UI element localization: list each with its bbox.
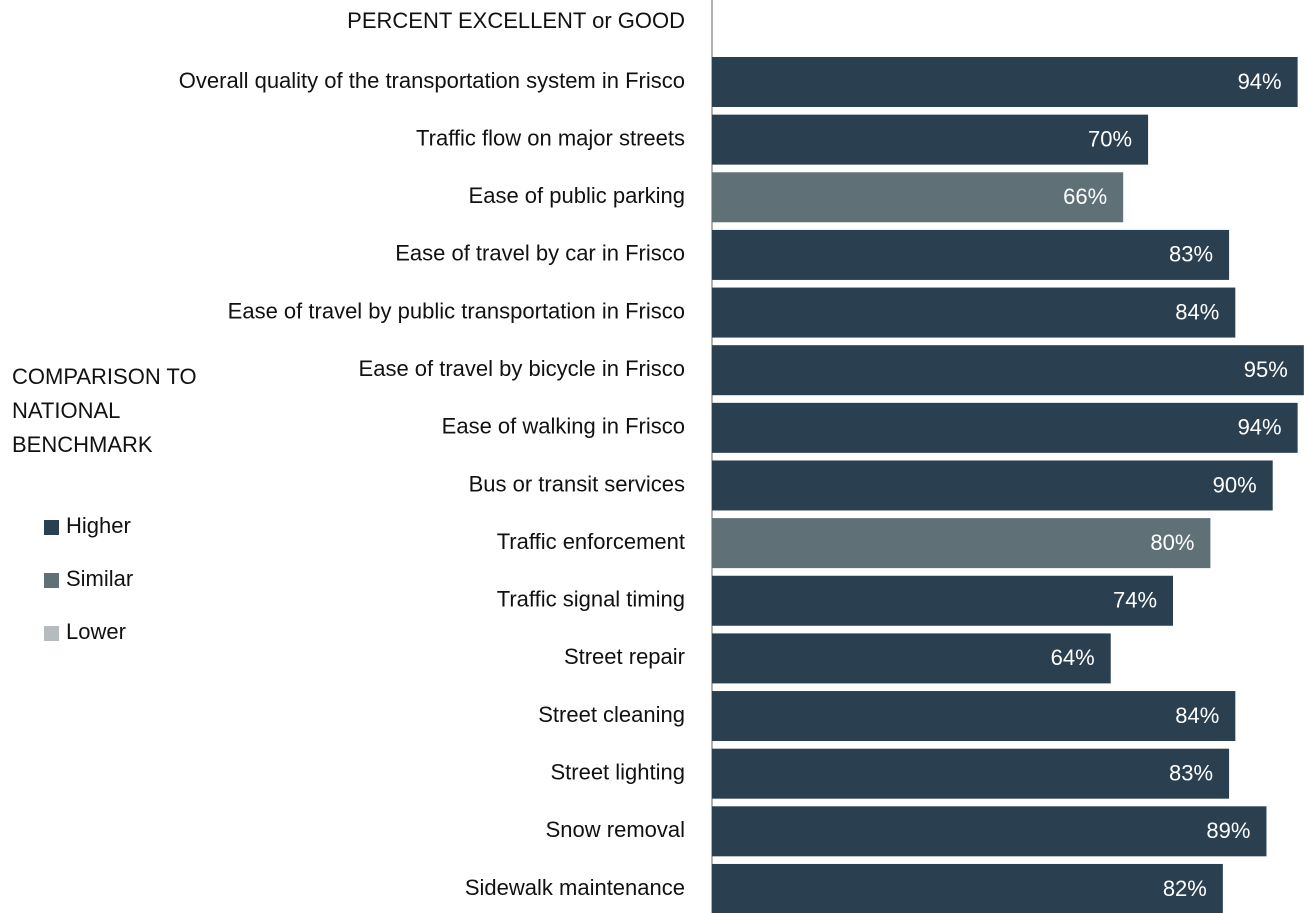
bar	[712, 172, 1124, 223]
bar	[712, 691, 1236, 742]
category-label: Bus or transit services	[469, 471, 685, 496]
legend-label: Higher	[66, 513, 131, 538]
value-label: 94%	[1238, 69, 1282, 94]
legend-label: Lower	[66, 619, 126, 644]
bar	[712, 863, 1223, 913]
value-label: 74%	[1113, 588, 1157, 613]
category-label: Ease of travel by public transportation …	[228, 298, 685, 323]
bar	[712, 345, 1304, 396]
legend-label: Similar	[66, 566, 133, 591]
bar	[712, 806, 1267, 857]
bar	[712, 748, 1230, 799]
bar	[712, 114, 1149, 165]
bar	[712, 575, 1174, 626]
legend-swatch	[44, 520, 59, 535]
value-label: 89%	[1206, 818, 1250, 843]
legend-title: COMPARISON TO NATIONAL BENCHMARK	[12, 364, 197, 457]
category-label: Street lighting	[550, 759, 685, 784]
value-label: 94%	[1238, 415, 1282, 440]
bar	[712, 633, 1111, 684]
value-label: 82%	[1163, 876, 1207, 901]
value-label: 90%	[1213, 472, 1257, 497]
value-label: 66%	[1063, 184, 1107, 209]
value-label: 83%	[1169, 760, 1213, 785]
value-label: 84%	[1175, 299, 1219, 324]
value-label: 95%	[1244, 357, 1288, 382]
bar	[712, 518, 1211, 569]
category-label: Traffic enforcement	[497, 529, 685, 554]
bar	[712, 57, 1298, 107]
legend-swatch	[44, 626, 59, 641]
category-label: Street cleaning	[538, 702, 685, 727]
legend-swatch	[44, 573, 59, 588]
category-label: Ease of travel by car in Frisco	[395, 241, 685, 266]
category-label: Street repair	[564, 644, 685, 669]
value-label: 70%	[1088, 126, 1132, 151]
value-label: 64%	[1051, 645, 1095, 670]
chart-title: PERCENT EXCELLENT or GOOD	[347, 8, 685, 33]
bar	[712, 402, 1298, 453]
category-label: Ease of walking in Frisco	[442, 414, 685, 439]
category-label: Ease of public parking	[469, 183, 685, 208]
category-label: Snow removal	[546, 817, 685, 842]
bar	[712, 460, 1273, 511]
value-label: 84%	[1175, 703, 1219, 728]
category-label: Traffic flow on major streets	[416, 125, 685, 150]
bar	[712, 287, 1236, 338]
category-label: Traffic signal timing	[497, 587, 685, 612]
category-label: Sidewalk maintenance	[465, 875, 685, 900]
value-label: 83%	[1169, 242, 1213, 267]
category-label: Overall quality of the transportation sy…	[179, 68, 685, 93]
bar	[712, 229, 1230, 280]
value-label: 80%	[1150, 530, 1194, 555]
category-label: Ease of travel by bicycle in Frisco	[359, 356, 685, 381]
